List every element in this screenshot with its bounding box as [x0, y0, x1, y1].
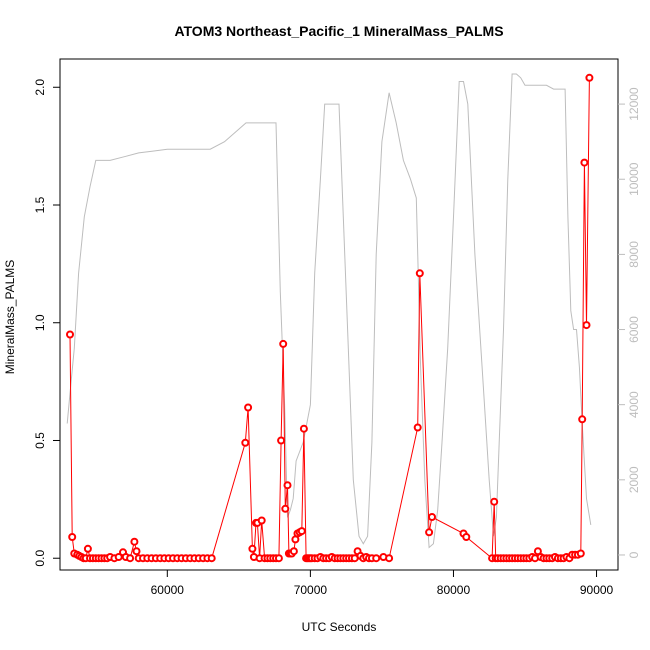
data-point [385, 554, 394, 563]
chart-title: ATOM3 Northeast_Pacific_1 MineralMass_PA… [174, 23, 503, 39]
data-point [244, 403, 253, 412]
data-point [248, 544, 257, 553]
y2-tick-label: 8000 [627, 241, 641, 268]
data-point [425, 528, 434, 537]
data-point [274, 554, 283, 563]
series-primary [66, 73, 594, 563]
data-point [130, 537, 139, 546]
primary-series-line [69, 77, 590, 560]
data-point [582, 321, 591, 330]
data-point [372, 554, 381, 563]
y-tick-label: 1.5 [33, 196, 47, 213]
data-point [297, 527, 306, 536]
data-point [126, 554, 135, 563]
data-point [462, 533, 471, 541]
data-point [413, 423, 422, 432]
y2-tick-label: 2000 [627, 466, 641, 493]
y2-tick-label: 4000 [627, 391, 641, 418]
data-point [257, 516, 266, 525]
y2-axis: 0 2000 4000 6000 8000 10000 12000 [618, 87, 641, 558]
y-tick-label: 0.0 [33, 550, 47, 567]
data-point [283, 481, 292, 490]
data-point [415, 269, 424, 278]
y-tick-label: 1.0 [33, 314, 47, 331]
data-point [66, 330, 74, 339]
x-tick-label: 60000 [151, 583, 185, 597]
data-point [578, 415, 587, 424]
data-point [299, 424, 308, 433]
data-point [585, 73, 594, 82]
data-point [289, 547, 298, 556]
series-secondary [66, 73, 592, 549]
y-tick-label: 2.0 [33, 79, 47, 96]
data-point [490, 497, 499, 506]
data-point [241, 438, 250, 447]
data-point [83, 544, 92, 553]
y-tick-label: 0.5 [33, 432, 47, 449]
y2-tick-label: 0 [627, 551, 641, 558]
y2-tick-label: 10000 [627, 162, 641, 196]
data-point [68, 533, 77, 541]
y-axis-label: MineralMass_PALMS [3, 260, 17, 374]
data-point [207, 554, 216, 563]
x-tick-label: 80000 [437, 583, 471, 597]
data-point [279, 339, 288, 348]
data-point [580, 158, 589, 167]
data-point [114, 553, 123, 561]
x-axis: 60000 70000 80000 90000 [151, 570, 614, 597]
data-point [428, 513, 436, 521]
data-point [132, 547, 141, 556]
data-point [281, 504, 290, 513]
data-point [277, 436, 286, 445]
x-axis-label: UTC Seconds [302, 620, 377, 634]
y2-tick-label: 12000 [627, 87, 641, 121]
y2-tick-label: 6000 [627, 316, 641, 343]
data-point [576, 549, 585, 558]
y-axis: 0.0 0.5 1.0 1.5 2.0 [33, 79, 60, 567]
plot-frame [59, 58, 619, 571]
x-tick-label: 70000 [294, 583, 328, 597]
x-tick-label: 90000 [580, 583, 614, 597]
secondary-series-line [66, 73, 592, 549]
